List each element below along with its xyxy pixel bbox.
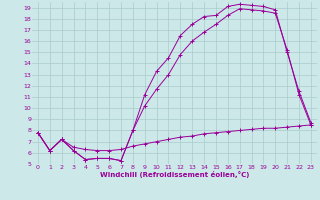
X-axis label: Windchill (Refroidissement éolien,°C): Windchill (Refroidissement éolien,°C) (100, 171, 249, 178)
